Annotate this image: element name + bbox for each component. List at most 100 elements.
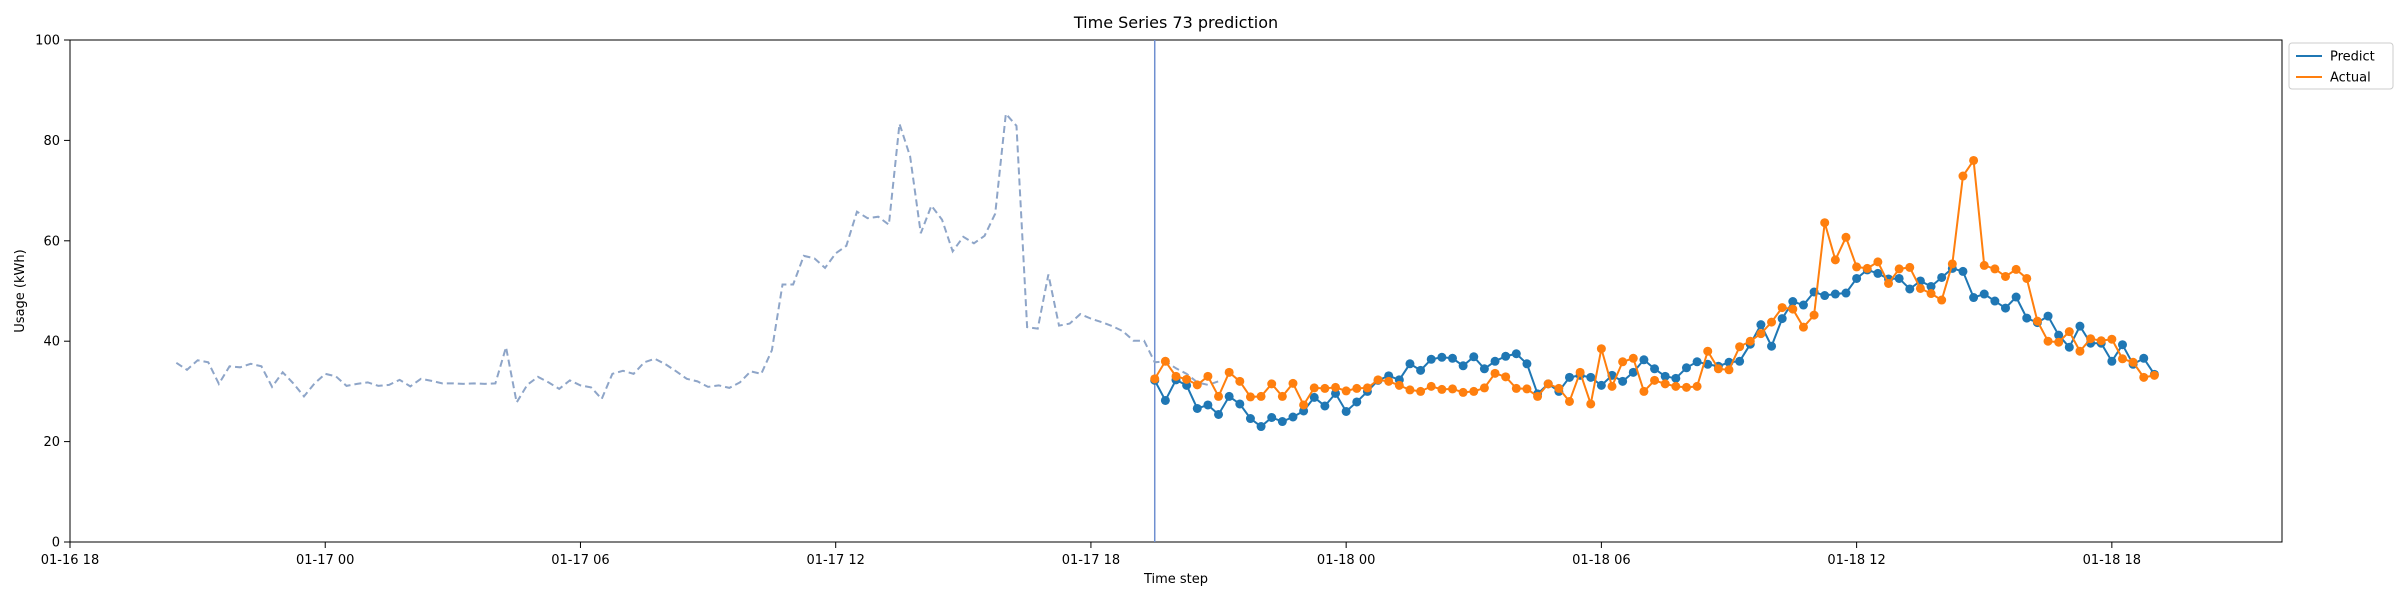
predict-point: [1267, 413, 1277, 422]
actual-point: [2117, 354, 2127, 364]
predict-point: [1214, 409, 1224, 419]
actual-point: [1798, 322, 1808, 332]
y-axis-title: Usage (kWh): [13, 249, 28, 332]
actual-point: [1384, 376, 1394, 386]
actual-point: [1745, 336, 1755, 346]
legend-label: Predict: [2330, 50, 2375, 65]
predict-point: [1288, 412, 1298, 422]
y-tick-label: 0: [52, 536, 60, 551]
actual-point: [2139, 372, 2149, 382]
actual-point: [2043, 336, 2053, 346]
history-series-line: [175, 111, 1219, 406]
actual-point: [1777, 303, 1787, 313]
actual-point: [1937, 295, 1947, 305]
series-layer: [1150, 155, 2159, 432]
actual-point: [1511, 383, 1521, 393]
x-tick-label: 01-17 06: [551, 553, 609, 568]
actual-point: [1767, 317, 1777, 327]
actual-series: [1150, 155, 2159, 410]
predict-point: [1564, 372, 1574, 382]
y-tick-label: 40: [43, 335, 60, 350]
predict-point: [1416, 365, 1426, 375]
x-tick-label: 01-16 18: [41, 553, 99, 568]
actual-point: [1724, 365, 1734, 375]
actual-point: [1331, 382, 1341, 392]
predict-point: [1511, 349, 1521, 359]
actual-point: [1182, 374, 1192, 384]
predict-point: [1596, 380, 1606, 390]
legend: Predict Actual: [2288, 42, 2394, 90]
predict-point: [1448, 353, 1457, 363]
actual-point: [1852, 262, 1862, 272]
actual-point: [1809, 310, 1819, 320]
predict-point: [1767, 341, 1777, 351]
actual-point: [1458, 387, 1468, 397]
x-tick-label: 01-18 06: [1572, 553, 1630, 568]
actual-point: [1192, 380, 1202, 390]
actual-point: [1224, 367, 1234, 377]
actual-point: [2075, 346, 2085, 356]
actual-point: [2001, 271, 2010, 281]
predict-point: [2139, 353, 2149, 363]
predict-point: [1405, 359, 1415, 369]
predict-point: [1618, 376, 1628, 386]
predict-point: [1320, 401, 1330, 411]
predict-point: [1798, 300, 1808, 310]
predict-point: [1937, 272, 1947, 282]
predict-point: [1671, 373, 1681, 383]
actual-point: [1214, 391, 1224, 401]
actual-point: [1671, 381, 1681, 391]
actual-point: [1841, 232, 1851, 242]
actual-point: [1990, 264, 2000, 274]
predict-point: [1639, 355, 1649, 365]
actual-point: [1735, 342, 1745, 352]
actual-point: [1575, 367, 1585, 377]
actual-point: [1703, 346, 1713, 356]
actual-point: [1501, 372, 1511, 382]
actual-point: [1554, 383, 1564, 393]
actual-point: [2011, 264, 2021, 274]
x-tick-label: 01-17 12: [806, 553, 864, 568]
predict-point: [1660, 371, 1670, 381]
x-tick-label: 01-17 00: [296, 553, 354, 568]
predict-point: [1841, 288, 1851, 298]
actual-point: [2096, 336, 2106, 346]
actual-point: [1756, 329, 1766, 339]
predict-point: [1224, 391, 1234, 401]
actual-point: [1277, 391, 1287, 401]
chart-title: Time Series 73 prediction: [1073, 13, 1278, 32]
predict-point: [1352, 397, 1362, 407]
actual-point: [1373, 375, 1383, 385]
y-tick-label: 20: [43, 435, 60, 450]
actual-point: [1309, 383, 1319, 393]
predict-point: [1788, 297, 1798, 307]
actual-point: [1299, 400, 1309, 410]
actual-point: [1469, 386, 1479, 396]
actual-point: [1639, 386, 1649, 396]
predict-point: [1469, 352, 1479, 362]
actual-point: [2054, 337, 2064, 347]
actual-point: [1405, 385, 1415, 395]
predict-point: [1490, 356, 1500, 366]
actual-point: [1543, 379, 1553, 389]
y-tick-label: 100: [35, 34, 60, 49]
actual-point: [2128, 357, 2138, 367]
predict-point: [2117, 340, 2127, 350]
actual-point: [1256, 391, 1266, 401]
predict-point: [2011, 292, 2021, 302]
x-axis: 01-16 18 01-17 00 01-17 06 01-17 12 01-17 18…: [41, 542, 2141, 568]
actual-point: [1958, 171, 1968, 181]
predict-point: [1309, 392, 1319, 402]
predict-point: [1894, 273, 1904, 283]
actual-point: [1448, 384, 1457, 394]
actual-point: [1288, 378, 1298, 388]
actual-point: [2107, 334, 2117, 344]
predict-point: [1692, 357, 1702, 367]
predict-point: [1256, 422, 1266, 432]
actual-point: [1362, 383, 1372, 393]
predict-point: [1522, 359, 1532, 369]
predict-point: [1756, 320, 1766, 330]
predict-point: [1341, 406, 1351, 416]
x-tick-label: 01-17 18: [1062, 553, 1120, 568]
